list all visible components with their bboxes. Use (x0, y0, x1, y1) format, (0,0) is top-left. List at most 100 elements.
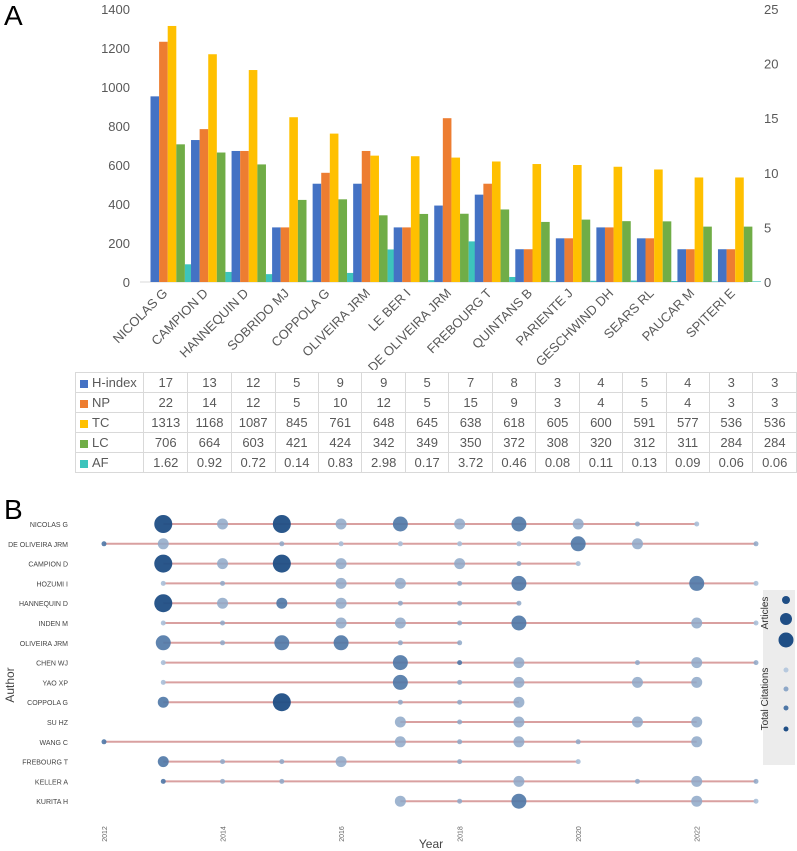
author-year-point (457, 600, 463, 606)
table-cell: 349 (404, 432, 450, 453)
author-year-point (335, 756, 347, 768)
bar-lc-11 (622, 221, 631, 282)
author-year-point (154, 594, 173, 613)
table-cell: 12 (361, 392, 406, 413)
table-row: H-index 17 13 12 5 9 9 5 7 8 3 4 5 4 3 3 (74, 372, 797, 393)
author-year-point (154, 554, 173, 573)
table-cell: 761 (318, 412, 363, 433)
right-axis-tick-label: 0 (764, 275, 771, 290)
author-year-point (397, 640, 403, 646)
bar-np-0 (159, 41, 168, 283)
author-year-point (217, 597, 229, 609)
table-cell: 13 (187, 372, 232, 393)
author-year-point (392, 674, 408, 690)
bar-np-1 (199, 129, 209, 282)
author-year-point (220, 580, 226, 586)
bar-af-4 (347, 272, 356, 282)
table-cell: 2.98 (361, 452, 406, 473)
table-cell: 342 (361, 432, 406, 453)
author-year-point (397, 600, 403, 606)
legend-swatch (80, 399, 88, 408)
table-cell: 12 (230, 392, 276, 413)
bar-tc-5 (370, 155, 379, 282)
bar-h-index-2 (231, 150, 241, 282)
bar-np-5 (361, 150, 371, 282)
bar-tc-12 (654, 169, 663, 282)
table-cell: 421 (274, 432, 320, 453)
author-year-point (272, 693, 291, 712)
author-label: COPPOLA G (27, 700, 68, 707)
table-cell: 9 (491, 392, 537, 413)
bar-af-1 (225, 271, 235, 282)
author-year-point (457, 541, 463, 547)
bar-tc-11 (613, 166, 623, 282)
author-year-point (689, 575, 705, 591)
author-year-point (516, 561, 522, 567)
bar-h-index-9 (515, 249, 524, 282)
author-year-point (457, 798, 463, 804)
author-year-point (691, 676, 703, 688)
bar-lc-3 (297, 199, 307, 282)
author-label: CAMPION D (28, 562, 68, 569)
author-year-point (513, 716, 525, 728)
bar-h-index-1 (191, 140, 200, 282)
table-cell: 5 (622, 392, 667, 413)
table-row-label: TC (92, 415, 110, 430)
right-axis-tick-label: 10 (764, 166, 778, 181)
bar-tc-9 (532, 164, 542, 282)
table-row: LC 706 664 603 421 424 342 349 350 372 308 320 312 31… (74, 432, 797, 453)
table-row: AF 1.62 0.92 0.72 0.14 0.83 2.98 0.17 3.72 0.46 0.… (74, 452, 797, 473)
x-axis-tick-label: 2022 (695, 826, 702, 842)
table-cell: 284 (752, 432, 797, 453)
left-axis-tick-label: 0 (123, 275, 130, 290)
author-year-point (394, 617, 406, 629)
table-row-header: LC (74, 432, 145, 453)
author-year-point (335, 577, 347, 589)
author-year-point (272, 554, 291, 573)
author-year-point (335, 597, 347, 609)
bar-np-3 (280, 227, 290, 282)
author-year-point (691, 657, 703, 669)
author-year-point (513, 775, 525, 787)
table-row-header: H-index (74, 372, 145, 393)
panel-b-letter: B (4, 494, 23, 525)
author-year-point (694, 521, 700, 527)
x-axis-tick-label: 2020 (576, 826, 583, 842)
table-cell: 0.92 (187, 452, 232, 473)
left-axis-tick-label: 1200 (101, 41, 130, 56)
author-year-point (160, 679, 166, 685)
author-label: DE OLIVEIRA JRM (8, 542, 68, 549)
author-year-point (155, 635, 171, 651)
bar-lc-7 (460, 213, 469, 282)
author-year-point (160, 778, 166, 784)
table-cell: 12 (230, 372, 276, 393)
author-year-point (572, 518, 584, 530)
table-cell: 5 (404, 392, 450, 413)
legend-articles-size-marker (778, 632, 794, 648)
author-year-point (160, 580, 166, 586)
bar-af-14 (752, 281, 761, 282)
left-axis-tick-label: 800 (108, 119, 130, 134)
bar-lc-8 (500, 209, 510, 282)
author-year-point (276, 597, 288, 609)
bar-h-index-14 (717, 249, 727, 282)
bar-af-8 (509, 276, 518, 282)
table-row-header: TC (74, 412, 145, 433)
table-cell: 311 (665, 432, 711, 453)
table-row: TC 1313 1168 1087 845 761 648 645 638 618 605 600 59… (74, 412, 797, 433)
table-cell: 15 (448, 392, 493, 413)
bar-af-2 (265, 274, 275, 282)
bar-lc-0 (176, 144, 185, 282)
bar-lc-14 (743, 226, 753, 282)
author-year-point (457, 640, 463, 646)
table-cell: 3 (752, 392, 797, 413)
author-year-point (394, 736, 406, 748)
table-cell: 536 (709, 412, 754, 433)
table-cell: 0.11 (578, 452, 624, 473)
bar-tc-10 (573, 165, 582, 282)
author-year-point (394, 716, 406, 728)
author-year-point (220, 620, 226, 626)
bar-np-6 (402, 227, 411, 282)
bar-lc-1 (216, 152, 226, 282)
right-axis-tick-label: 15 (764, 111, 778, 126)
